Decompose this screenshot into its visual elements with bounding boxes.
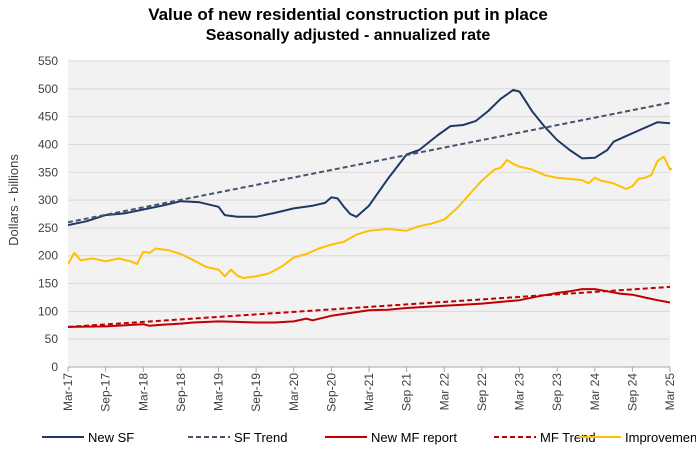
x-axis-ticks: Mar-17 Sep-17 Mar-18 Sep-18 Mar-19 Sep-19 Mar-… [61, 366, 677, 412]
y-tick-label: 500 [38, 82, 58, 96]
x-tick-label: Sep-18 [174, 373, 188, 412]
x-tick-label: Mar-18 [136, 373, 150, 411]
legend-label: Improvements [625, 430, 696, 445]
y-tick-label: 250 [38, 221, 58, 235]
y-tick-label: 100 [38, 304, 58, 318]
x-tick-label: Mar 23 [513, 373, 527, 411]
x-tick-label: Sep 24 [625, 373, 639, 411]
y-tick-label: 400 [38, 137, 58, 151]
gridlines [68, 60, 670, 368]
x-tick-label: Mar-21 [362, 373, 376, 411]
x-tick-label: Sep-17 [99, 373, 113, 412]
y-tick-label: 300 [38, 193, 58, 207]
legend-label: New SF [88, 430, 134, 445]
x-tick-label: Mar 25 [663, 373, 677, 411]
y-axis-ticks: 0 50 100 150 200 250 300 350 400 450 500 550 [38, 54, 58, 374]
x-tick-label: Sep 23 [550, 373, 564, 411]
x-tick-label: Mar-19 [212, 373, 226, 411]
y-tick-label: 550 [38, 54, 58, 68]
y-tick-label: 0 [51, 360, 58, 374]
x-tick-label: Sep 22 [475, 373, 489, 411]
y-axis-label: Dollars - billions [6, 154, 21, 246]
chart-subtitle: Seasonally adjusted - annualized rate [205, 27, 491, 44]
y-tick-label: 150 [38, 277, 58, 291]
y-tick-label: 200 [38, 249, 58, 263]
chart-title: Value of new residential construction pu… [148, 5, 548, 24]
series-line-improvements [68, 155, 672, 279]
plot-area [68, 61, 670, 367]
series-line-mf-trend [68, 285, 671, 328]
x-tick-label: Mar 24 [588, 373, 602, 411]
x-tick-label: Mar-17 [61, 373, 75, 411]
legend-label: SF Trend [234, 430, 287, 445]
y-tick-label: 450 [38, 110, 58, 124]
x-tick-label: Mar 22 [437, 373, 451, 411]
x-tick-label: Sep-19 [249, 373, 263, 412]
x-tick-label: Sep-20 [324, 373, 338, 412]
legend-label: New MF report [371, 430, 457, 445]
legend-label: MF Trend [540, 430, 596, 445]
x-tick-label: Sep 21 [400, 373, 414, 411]
series-line-new-mf-report [68, 288, 671, 328]
y-tick-label: 50 [45, 332, 59, 346]
series-lines [68, 88, 672, 328]
legend: New SF SF Trend New MF report MF Trend Impro… [42, 430, 696, 445]
x-tick-label: Mar-20 [287, 373, 301, 411]
series-line-sf-trend [68, 101, 671, 224]
y-tick-label: 350 [38, 165, 58, 179]
